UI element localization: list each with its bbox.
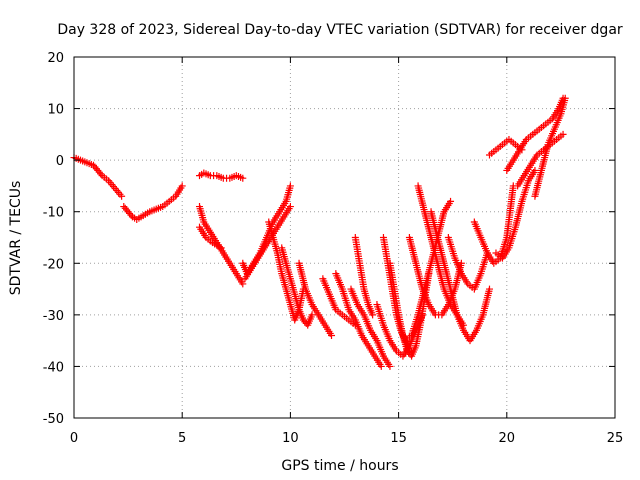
y-tick-label: 0 xyxy=(56,154,64,169)
y-tick-label: -50 xyxy=(43,412,64,427)
data-points xyxy=(70,94,569,370)
data-point xyxy=(559,130,567,138)
y-tick-label: 20 xyxy=(47,51,64,66)
data-point xyxy=(457,259,465,267)
x-tick-labels: 0 5 10 15 20 25 xyxy=(70,431,623,446)
y-tick-label: -10 xyxy=(43,206,64,221)
grid xyxy=(74,57,615,418)
data-point xyxy=(217,244,225,252)
y-tick-label: -20 xyxy=(43,257,64,272)
data-point xyxy=(328,331,336,339)
x-tick-label: 10 xyxy=(282,431,299,446)
y-tick-label: -30 xyxy=(43,309,64,324)
x-tick-label: 5 xyxy=(178,431,186,446)
y-axis-label: SDTVAR / TECUs xyxy=(8,181,24,296)
x-tick-label: 0 xyxy=(70,431,78,446)
data-point xyxy=(286,203,294,211)
chart-title: Day 328 of 2023, Sidereal Day-to-day VTE… xyxy=(57,22,623,38)
y-tick-labels: -50 -40 -30 -20 -10 0 10 20 xyxy=(43,51,64,427)
data-point xyxy=(127,211,135,219)
y-tick-label: 10 xyxy=(47,103,64,118)
data-point xyxy=(239,174,247,182)
plot-frame xyxy=(73,56,616,419)
data-point xyxy=(485,285,493,293)
data-point xyxy=(561,94,569,102)
data-point xyxy=(178,182,186,190)
axis-ticks xyxy=(73,56,616,419)
x-tick-label: 20 xyxy=(499,431,516,446)
data-point xyxy=(386,362,394,370)
data-point xyxy=(369,311,377,319)
data-point xyxy=(377,362,385,370)
y-tick-label: -40 xyxy=(43,360,64,375)
data-point xyxy=(118,192,126,200)
data-point xyxy=(531,166,539,174)
data-point xyxy=(286,182,294,190)
data-point xyxy=(447,197,455,205)
data-point xyxy=(518,146,526,154)
x-tick-label: 15 xyxy=(390,431,407,446)
data-point xyxy=(308,311,316,319)
x-tick-label: 25 xyxy=(607,431,624,446)
data-point xyxy=(97,170,105,178)
data-point xyxy=(239,280,247,288)
x-axis-label: GPS time / hours xyxy=(281,458,398,474)
